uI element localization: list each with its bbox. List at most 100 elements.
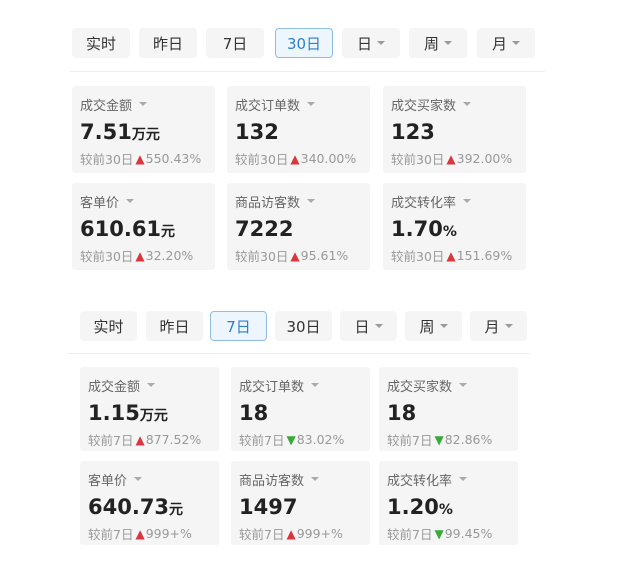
- change-percent: 83.02%: [296, 432, 345, 447]
- tab-label: 7日: [226, 317, 251, 336]
- metric-label[interactable]: 成交转化率: [391, 192, 518, 211]
- metric-label[interactable]: 商品访客数: [239, 470, 362, 489]
- arrow-up-icon: ▲: [135, 526, 145, 541]
- metric-card[interactable]: 商品访客数 1497 较前7日 ▲ 999+%: [231, 461, 370, 545]
- tab-0[interactable]: 实时: [80, 311, 137, 341]
- tab-label: 月: [484, 317, 500, 336]
- metric-value: 640.73元: [88, 494, 211, 520]
- value-number: 1.15: [88, 401, 140, 425]
- metric-label[interactable]: 客单价: [88, 470, 211, 489]
- value-number: 7.51: [80, 120, 132, 144]
- chevron-down-icon[interactable]: [463, 199, 472, 203]
- metric-label[interactable]: 成交转化率: [387, 470, 510, 489]
- chevron-down-icon[interactable]: [459, 477, 468, 481]
- metric-name: 商品访客数: [235, 195, 301, 211]
- tab-3[interactable]: 30日: [275, 28, 333, 58]
- value-number: 18: [239, 401, 269, 425]
- metric-label[interactable]: 成交订单数: [239, 376, 362, 395]
- comparison: 较前30日 ▲ 32.20%: [80, 246, 207, 265]
- metric-card[interactable]: 成交金额 1.15万元 较前7日 ▲ 877.52%: [80, 367, 219, 451]
- chevron-down-icon[interactable]: [463, 102, 472, 106]
- tab-dropdown-6[interactable]: 月: [470, 311, 527, 341]
- tab-label: 周: [419, 317, 435, 336]
- metric-name: 客单价: [88, 473, 128, 489]
- chevron-down-icon[interactable]: [307, 199, 316, 203]
- compare-period: 较前30日: [391, 249, 445, 264]
- metric-card[interactable]: 成交买家数 18 较前7日 ▼ 82.86%: [379, 367, 518, 451]
- tab-2[interactable]: 7日: [206, 28, 264, 58]
- change-percent: 550.43%: [145, 151, 202, 166]
- metric-label[interactable]: 商品访客数: [235, 192, 362, 211]
- tab-dropdown-6[interactable]: 月: [477, 28, 535, 58]
- metric-name: 成交买家数: [391, 98, 457, 114]
- chevron-down-icon[interactable]: [139, 102, 148, 106]
- tab-2[interactable]: 7日: [210, 311, 267, 341]
- metric-label[interactable]: 成交金额: [88, 376, 211, 395]
- arrow-up-icon: ▲: [290, 151, 300, 166]
- tab-label: 月: [491, 34, 507, 53]
- value-number: 640.73: [88, 495, 170, 519]
- comparison: 较前30日 ▲ 550.43%: [80, 149, 207, 168]
- metric-card[interactable]: 成交金额 7.51万元较前30日 ▲ 550.43%: [72, 86, 215, 173]
- arrow-down-icon: ▼: [286, 432, 296, 447]
- metric-value: 18: [387, 400, 510, 426]
- value-number: 123: [391, 120, 435, 144]
- metric-card[interactable]: 成交订单数 18 较前7日 ▼ 83.02%: [231, 367, 370, 451]
- chevron-down-icon[interactable]: [134, 477, 143, 481]
- chevron-down-icon[interactable]: [311, 383, 320, 387]
- value-number: 1.70: [391, 217, 443, 241]
- tab-dropdown-4[interactable]: 日: [340, 311, 397, 341]
- metric-card[interactable]: 成交订单数 132 较前30日 ▲ 340.00%: [227, 86, 370, 173]
- tab-dropdown-5[interactable]: 周: [409, 28, 467, 58]
- compare-period: 较前7日: [88, 527, 134, 542]
- tab-1[interactable]: 昨日: [146, 311, 203, 341]
- tab-label: 昨日: [159, 317, 190, 336]
- tab-3[interactable]: 30日: [275, 311, 332, 341]
- tab-0[interactable]: 实时: [72, 28, 130, 58]
- value-unit: 元: [161, 224, 176, 240]
- tab-1[interactable]: 昨日: [139, 28, 197, 58]
- metric-name: 成交转化率: [387, 473, 453, 489]
- tab-dropdown-5[interactable]: 周: [405, 311, 462, 341]
- value-unit: %: [438, 502, 453, 518]
- metric-label[interactable]: 客单价: [80, 192, 207, 211]
- metric-name: 客单价: [80, 195, 120, 211]
- arrow-up-icon: ▲: [286, 526, 296, 541]
- compare-period: 较前30日: [80, 249, 134, 264]
- tab-dropdown-4[interactable]: 日: [342, 28, 400, 58]
- chevron-down-icon[interactable]: [147, 383, 156, 387]
- chevron-down-icon: [504, 324, 513, 328]
- metric-label[interactable]: 成交金额: [80, 95, 207, 114]
- chevron-down-icon: [377, 41, 385, 45]
- value-unit: 万元: [139, 408, 168, 424]
- comparison: 较前30日 ▲ 151.69%: [391, 246, 518, 265]
- chevron-down-icon[interactable]: [307, 102, 316, 106]
- value-unit: 万元: [131, 127, 160, 143]
- metric-card[interactable]: 成交买家数 123 较前30日 ▲ 392.00%: [383, 86, 526, 173]
- metric-card[interactable]: 客单价 610.61元较前30日 ▲ 32.20%: [72, 183, 215, 270]
- metric-card[interactable]: 客单价 640.73元 较前7日 ▲ 999+%: [80, 461, 219, 545]
- metric-card[interactable]: 成交转化率 1.20% 较前7日 ▼ 99.45%: [379, 461, 518, 545]
- metric-card[interactable]: 商品访客数 7222 较前30日 ▲ 95.61%: [227, 183, 370, 270]
- metric-value: 1497: [239, 494, 362, 520]
- metric-label[interactable]: 成交买家数: [391, 95, 518, 114]
- metric-name: 成交订单数: [235, 98, 301, 114]
- chevron-down-icon[interactable]: [459, 383, 468, 387]
- metric-value: 610.61元: [80, 216, 207, 242]
- compare-period: 较前30日: [235, 152, 289, 167]
- metric-value: 1.20%: [387, 494, 510, 520]
- metric-label[interactable]: 成交订单数: [235, 95, 362, 114]
- change-percent: 99.45%: [444, 526, 493, 541]
- tab-label: 实时: [93, 317, 124, 336]
- chevron-down-icon[interactable]: [311, 477, 320, 481]
- metric-name: 商品访客数: [239, 473, 305, 489]
- comparison: 较前7日 ▼ 83.02%: [239, 430, 362, 449]
- metric-card[interactable]: 成交转化率 1.70% 较前30日 ▲ 151.69%: [383, 183, 526, 270]
- chevron-down-icon[interactable]: [126, 199, 135, 203]
- arrow-up-icon: ▲: [446, 248, 456, 263]
- tab-label: 日: [354, 317, 370, 336]
- chevron-down-icon: [439, 324, 448, 328]
- compare-period: 较前30日: [391, 152, 445, 167]
- metric-label[interactable]: 成交买家数: [387, 376, 510, 395]
- compare-period: 较前30日: [80, 152, 134, 167]
